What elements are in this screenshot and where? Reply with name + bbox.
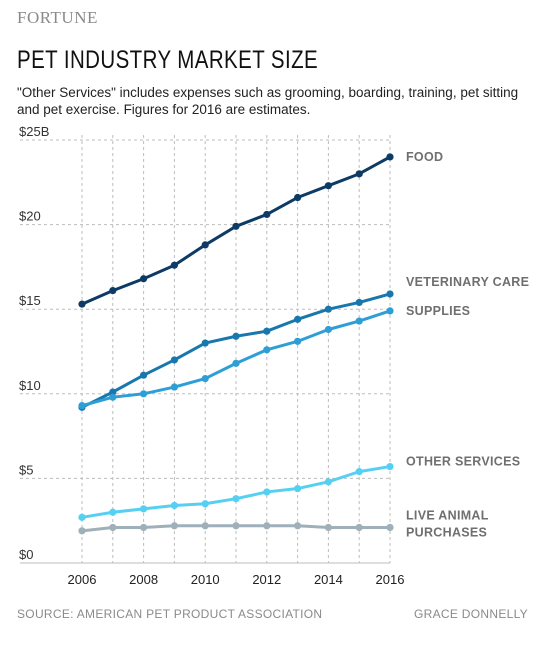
data-point [78, 402, 86, 410]
series-label-line: SUPPLIES [406, 304, 470, 318]
data-point [294, 337, 302, 345]
data-point [140, 371, 148, 379]
y-tick-label: $15 [19, 293, 41, 308]
x-tick-label: 2012 [252, 572, 281, 587]
data-point [140, 275, 148, 283]
data-point [201, 500, 209, 508]
data-point [170, 356, 178, 364]
data-point [355, 170, 363, 178]
author-credit: GRACE DONNELLY [413, 607, 528, 621]
series-label-line: OTHER SERVICES [406, 454, 520, 468]
series-label: SUPPLIES [406, 304, 470, 318]
series-label-line: PURCHASES [406, 525, 487, 539]
data-point [294, 315, 302, 323]
series-label-line: LIVE ANIMAL [406, 508, 489, 522]
data-point [201, 241, 209, 249]
data-point [355, 468, 363, 476]
data-point [140, 390, 148, 398]
x-tick-label: 2006 [68, 572, 97, 587]
grid-lines [20, 135, 391, 564]
data-point [355, 298, 363, 307]
x-tick-label: 2010 [191, 572, 220, 587]
y-tick-label: $25B [19, 124, 49, 139]
data-point [201, 374, 209, 383]
series-label: OTHER SERVICES [406, 454, 520, 468]
series-label: FOOD [406, 150, 443, 164]
data-point [386, 290, 394, 298]
brand-logo: FORTUNE [17, 8, 98, 27]
data-point [263, 346, 271, 354]
data-point [109, 393, 117, 401]
series-label: VETERINARY CARE [406, 275, 529, 289]
data-point [386, 307, 394, 315]
data-point [170, 383, 178, 391]
source-note: SOURCE: AMERICAN PET PRODUCT ASSOCIATION [17, 607, 323, 621]
data-point [232, 522, 240, 530]
x-tick-label: 2014 [314, 572, 343, 587]
x-tick-label: 2008 [129, 572, 158, 587]
data-point [170, 261, 178, 269]
series-labels: FOOD VETERINARY CARE SUPPLIES OTHER SERVICE… [406, 150, 529, 540]
y-tick-label: $5 [19, 462, 33, 477]
data-point [386, 462, 394, 471]
chart-subtitle: "Other Services" includes expenses such … [17, 85, 519, 117]
data-point [324, 182, 332, 190]
data-point [324, 523, 332, 532]
x-tick-label: 2016 [376, 572, 405, 587]
data-point [232, 495, 240, 503]
data-point [263, 488, 271, 496]
y-tick-label: $10 [19, 378, 41, 393]
data-point [386, 153, 394, 161]
data-point [201, 339, 209, 347]
data-point [170, 522, 178, 530]
data-point [109, 523, 117, 532]
data-point [109, 388, 117, 396]
data-point [232, 332, 240, 340]
data-point [232, 222, 240, 230]
data-point [78, 527, 86, 535]
data-point [324, 305, 332, 313]
data-point [263, 327, 271, 335]
chart-title: PET INDUSTRY MARKET SIZE [17, 46, 319, 74]
data-point [140, 505, 148, 513]
data-point [294, 193, 302, 202]
data-point [140, 523, 148, 532]
data-point [294, 484, 302, 493]
data-point [78, 300, 86, 308]
data-point [355, 523, 363, 532]
data-point [355, 317, 363, 325]
series-group [78, 153, 394, 535]
data-point [324, 325, 332, 334]
series-label-line: VETERINARY CARE [406, 275, 529, 289]
series-label-line: FOOD [406, 150, 443, 164]
data-point [78, 513, 86, 521]
series-label: LIVE ANIMAL PURCHASES [406, 508, 489, 539]
data-point [109, 508, 117, 516]
data-point [386, 523, 394, 532]
data-point [201, 522, 209, 530]
axes: $0 $5 $10 $15 $20 $25B 2006 2008 2010 2012 2014 201… [19, 124, 404, 587]
data-point [170, 501, 178, 510]
data-point [109, 286, 117, 295]
data-point [263, 210, 271, 219]
data-point [294, 522, 302, 530]
data-point [232, 359, 240, 367]
data-point [263, 522, 271, 530]
data-point [324, 478, 332, 486]
y-tick-label: $0 [19, 547, 33, 562]
y-tick-label: $20 [19, 209, 41, 224]
